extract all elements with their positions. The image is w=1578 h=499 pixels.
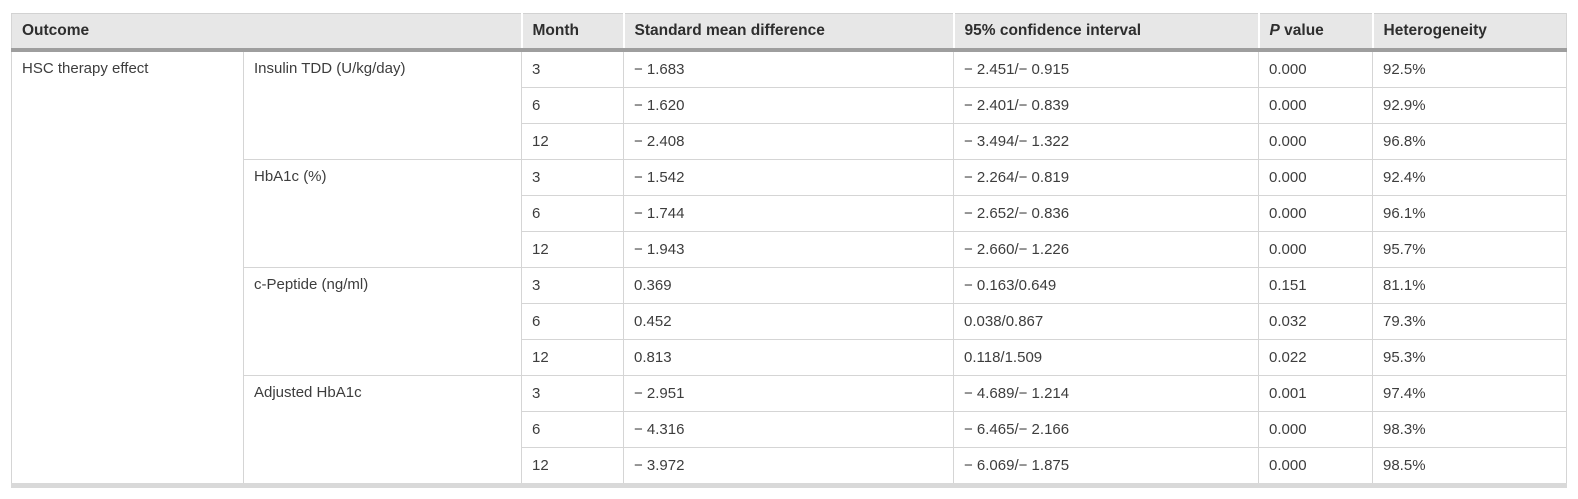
p-value-cell: 0.022 — [1258, 339, 1373, 376]
ci-cell: − 3.494/− 1.322 — [953, 123, 1259, 160]
p-value-cell: 0.000 — [1258, 87, 1373, 124]
smd-cell: − 3.972 — [623, 447, 954, 486]
ci-cell: 0.038/0.867 — [953, 303, 1259, 340]
measure-cell-hba1c: HbA1c (%) — [243, 159, 522, 268]
p-value-italic: P — [1269, 22, 1280, 39]
ci-cell: − 2.451/− 0.915 — [953, 49, 1259, 88]
table-row: 12 − 1.943 − 2.660/− 1.226 0.000 95.7% — [12, 231, 1567, 268]
smd-cell: 0.813 — [623, 339, 954, 376]
smd-cell: − 2.408 — [623, 123, 954, 160]
measure-cell-adjusted-hba1c: Adjusted HbA1c — [243, 375, 522, 486]
measure-cell-insulin-tdd: Insulin TDD (U/kg/day) — [243, 49, 522, 160]
ci-cell: 0.118/1.509 — [953, 339, 1259, 376]
table-row: 6 0.452 0.038/0.867 0.032 79.3% — [12, 303, 1567, 340]
month-cell: 6 — [521, 411, 624, 448]
p-value-cell: 0.000 — [1258, 231, 1373, 268]
month-cell: 3 — [521, 267, 624, 304]
heterogeneity-cell: 92.9% — [1372, 87, 1567, 124]
table-row: 12 − 3.972 − 6.069/− 1.875 0.000 98.5% — [12, 447, 1567, 486]
p-value-cell: 0.000 — [1258, 123, 1373, 160]
heterogeneity-cell: 97.4% — [1372, 375, 1567, 412]
ci-cell: − 6.069/− 1.875 — [953, 447, 1259, 486]
table-row: 6 − 1.620 − 2.401/− 0.839 0.000 92.9% — [12, 87, 1567, 124]
heterogeneity-cell: 96.8% — [1372, 123, 1567, 160]
heterogeneity-cell: 95.3% — [1372, 339, 1567, 376]
month-cell: 6 — [521, 303, 624, 340]
ci-cell: − 2.401/− 0.839 — [953, 87, 1259, 124]
smd-cell: − 2.951 — [623, 375, 954, 412]
p-value-cell: 0.000 — [1258, 159, 1373, 196]
smd-cell: 0.452 — [623, 303, 954, 340]
month-cell: 3 — [521, 49, 624, 88]
p-value-rest: value — [1279, 22, 1324, 39]
p-value-cell: 0.000 — [1258, 411, 1373, 448]
outcome-group-cell: HSC therapy effect — [11, 49, 244, 486]
table-row: HbA1c (%) 3 − 1.542 − 2.264/− 0.819 0.00… — [12, 159, 1567, 268]
header-row: Outcome Month Standard mean difference 9… — [11, 13, 1567, 52]
measure-cell-c-peptide: c-Peptide (ng/ml) — [243, 267, 522, 376]
heterogeneity-cell: 79.3% — [1372, 303, 1567, 340]
smd-cell: − 1.542 — [623, 159, 954, 196]
smd-cell: − 1.620 — [623, 87, 954, 124]
heterogeneity-cell: 81.1% — [1372, 267, 1567, 304]
p-value-cell: 0.001 — [1258, 375, 1373, 412]
heterogeneity-cell: 98.3% — [1372, 411, 1567, 448]
table-row: c-Peptide (ng/ml) 3 0.369 − 0.163/0.649 … — [12, 267, 1567, 376]
col-header-smd: Standard mean difference — [622, 13, 954, 52]
smd-cell: − 1.943 — [623, 231, 954, 268]
heterogeneity-cell: 95.7% — [1372, 231, 1567, 268]
p-value-cell: 0.000 — [1258, 447, 1373, 486]
meta-analysis-table: Outcome Month Standard mean difference 9… — [11, 13, 1567, 488]
smd-cell: 0.369 — [623, 267, 954, 304]
table-row: 12 − 2.408 − 3.494/− 1.322 0.000 96.8% — [12, 123, 1567, 160]
heterogeneity-cell: 92.4% — [1372, 159, 1567, 196]
col-header-outcome: Outcome — [11, 13, 522, 52]
p-value-cell: 0.000 — [1258, 195, 1373, 232]
heterogeneity-cell: 92.5% — [1372, 49, 1567, 88]
ci-cell: − 4.689/− 1.214 — [953, 375, 1259, 412]
month-cell: 6 — [521, 87, 624, 124]
col-header-heterogeneity: Heterogeneity — [1371, 13, 1567, 52]
col-header-month: Month — [520, 13, 624, 52]
month-cell: 3 — [521, 159, 624, 196]
month-cell: 6 — [521, 195, 624, 232]
table-row: HSC therapy effect Insulin TDD (U/kg/day… — [11, 49, 1567, 486]
p-value-cell: 0.000 — [1258, 49, 1373, 88]
smd-cell: − 4.316 — [623, 411, 954, 448]
ci-cell: − 2.660/− 1.226 — [953, 231, 1259, 268]
p-value-cell: 0.151 — [1258, 267, 1373, 304]
month-cell: 12 — [521, 123, 624, 160]
month-cell: 12 — [521, 447, 624, 486]
smd-cell: − 1.683 — [623, 49, 954, 88]
ci-cell: − 2.652/− 0.836 — [953, 195, 1259, 232]
p-value-cell: 0.032 — [1258, 303, 1373, 340]
smd-cell: − 1.744 — [623, 195, 954, 232]
table-container: Outcome Month Standard mean difference 9… — [11, 13, 1567, 488]
heterogeneity-cell: 98.5% — [1372, 447, 1567, 486]
month-cell: 12 — [521, 339, 624, 376]
table-row: 6 − 1.744 − 2.652/− 0.836 0.000 96.1% — [12, 195, 1567, 232]
ci-cell: − 2.264/− 0.819 — [953, 159, 1259, 196]
table-row: Adjusted HbA1c 3 − 2.951 − 4.689/− 1.214… — [12, 375, 1567, 486]
ci-cell: − 0.163/0.649 — [953, 267, 1259, 304]
heterogeneity-cell: 96.1% — [1372, 195, 1567, 232]
month-cell: 3 — [521, 375, 624, 412]
table-row: 12 0.813 0.118/1.509 0.022 95.3% — [12, 339, 1567, 376]
month-cell: 12 — [521, 231, 624, 268]
table-row: 6 − 4.316 − 6.465/− 2.166 0.000 98.3% — [12, 411, 1567, 448]
col-header-ci: 95% confidence interval — [952, 13, 1259, 52]
col-header-p-value: P value — [1257, 13, 1373, 52]
ci-cell: − 6.465/− 2.166 — [953, 411, 1259, 448]
